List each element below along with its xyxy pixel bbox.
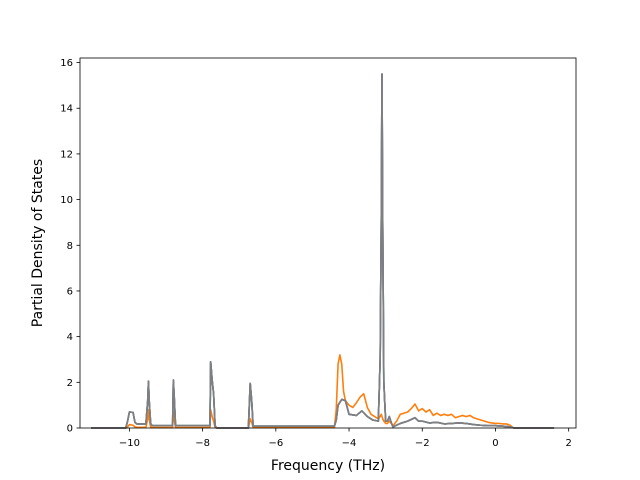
series-line-5 <box>90 73 555 429</box>
x-tick-label: −10 <box>119 438 140 449</box>
y-tick-label: 2 <box>67 378 73 389</box>
plot-frame <box>79 57 577 429</box>
x-tick-label: 2 <box>565 438 571 449</box>
y-tick-label: 12 <box>60 149 73 160</box>
y-axis: 0 2 4 6 8 10 12 14 16 <box>60 58 80 435</box>
y-tick-label: 0 <box>67 424 73 435</box>
y-tick-label: 16 <box>60 58 73 69</box>
y-axis-label: Partial Density of States <box>30 159 46 327</box>
plot-area <box>80 58 576 428</box>
y-tick-label: 14 <box>60 104 73 115</box>
x-tick-label: −6 <box>268 438 283 449</box>
y-tick-label: 6 <box>67 286 73 297</box>
x-tick-label: 0 <box>492 438 498 449</box>
x-axis-label: Frequency (THz) <box>271 458 385 474</box>
x-tick-label: −8 <box>195 438 210 449</box>
y-tick-label: 8 <box>67 241 73 252</box>
y-tick-label: 4 <box>67 332 73 343</box>
series-layer <box>90 73 555 429</box>
x-tick-label: −4 <box>342 438 357 449</box>
y-tick-label: 10 <box>60 195 73 206</box>
x-tick-label: −2 <box>415 438 430 449</box>
x-axis: −10 −8 −6 −4 −2 0 2 <box>119 428 572 449</box>
